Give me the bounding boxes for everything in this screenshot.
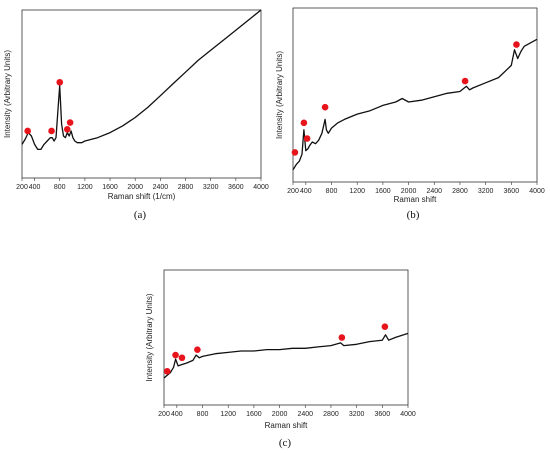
- x-tick-label: 2400: [426, 188, 442, 195]
- x-tick-label: 2800: [452, 188, 468, 195]
- peak-marker: [321, 103, 329, 111]
- x-tick-label: 800: [54, 184, 66, 191]
- x-tick-label: 2400: [153, 184, 169, 191]
- y-axis-title: Intensity (Arbitrary Units): [275, 51, 284, 139]
- plot-frame: [21, 9, 262, 179]
- x-axis-title: Raman shift: [394, 195, 437, 204]
- x-tick-label: 1600: [102, 184, 118, 191]
- x-tick-label: 400: [171, 411, 183, 418]
- x-tick-label: 4000: [529, 188, 545, 195]
- x-tick-label: 400: [300, 188, 312, 195]
- peak-marker: [291, 149, 299, 156]
- x-tick-label: 200: [158, 411, 170, 418]
- x-tick-label: 4000: [253, 184, 269, 191]
- x-tick-label: 2400: [297, 411, 313, 418]
- peak-marker: [178, 354, 186, 362]
- x-tick-label: 3600: [375, 411, 391, 418]
- x-tick-label: 1200: [77, 184, 93, 191]
- peak-marker: [338, 334, 346, 341]
- panel-label: (a): [134, 209, 147, 221]
- x-tick-label: 2800: [323, 411, 339, 418]
- x-tick-label: 2800: [178, 184, 194, 191]
- x-tick-label: 800: [197, 411, 209, 418]
- x-tick-label: 1600: [375, 188, 391, 195]
- panel-label: (b): [407, 209, 420, 221]
- peak-marker: [513, 41, 520, 48]
- x-tick-label: 2000: [127, 184, 143, 191]
- plot-frame: [292, 7, 538, 183]
- x-tick-label: 2000: [272, 411, 288, 418]
- x-tick-label: 3200: [203, 184, 219, 191]
- y-axis-title: Intensity (Arbitrary Units): [3, 50, 12, 138]
- x-tick-label: 3600: [228, 184, 244, 191]
- peak-marker: [461, 77, 469, 85]
- x-tick-label: 800: [326, 188, 338, 195]
- x-tick-label: 1200: [349, 188, 365, 195]
- raman-spectrum-line: [292, 38, 538, 171]
- x-axis-title: Raman shift: [265, 421, 308, 430]
- panel-c: 200 400 800 1200 1600 2000 2400 2800 3200 3600 400…: [145, 269, 416, 449]
- raman-spectrum-line: [163, 332, 409, 379]
- panel-a: 200 400 800 1200 1600 2000 2400 2800 3200 3600 400…: [3, 9, 269, 221]
- panel-b: 200 400 800 1200 1600 2000 2400 2800 3200 3600 400…: [275, 7, 545, 221]
- x-tick-label: 3200: [478, 188, 494, 195]
- peak-marker: [56, 78, 64, 86]
- x-axis-title: Raman shift (1/cm): [108, 192, 176, 201]
- x-tick-label: 3200: [349, 411, 365, 418]
- panel-label: (c): [279, 437, 292, 449]
- raman-spectrum-line: [21, 9, 262, 151]
- peak-marker: [172, 351, 179, 359]
- peak-marker: [381, 323, 389, 331]
- y-axis-title: Intensity (Arbitrary Units): [145, 293, 154, 381]
- peak-marker: [163, 367, 171, 375]
- x-tick-label: 200: [287, 188, 299, 195]
- x-tick-label: 200: [16, 184, 28, 191]
- x-tick-label: 1600: [246, 411, 262, 418]
- peak-marker: [300, 119, 308, 127]
- peak-marker: [194, 346, 201, 353]
- x-tick-label: 4000: [400, 411, 416, 418]
- peak-marker: [48, 127, 55, 135]
- peak-marker: [303, 135, 311, 142]
- peak-marker: [24, 127, 31, 135]
- x-tick-label: 400: [29, 184, 41, 191]
- peak-marker: [63, 125, 71, 133]
- x-tick-label: 1200: [220, 411, 236, 418]
- x-tick-label: 2000: [401, 188, 417, 195]
- plot-frame: [163, 269, 409, 406]
- peak-marker: [66, 119, 74, 126]
- x-tick-label: 3600: [504, 188, 520, 195]
